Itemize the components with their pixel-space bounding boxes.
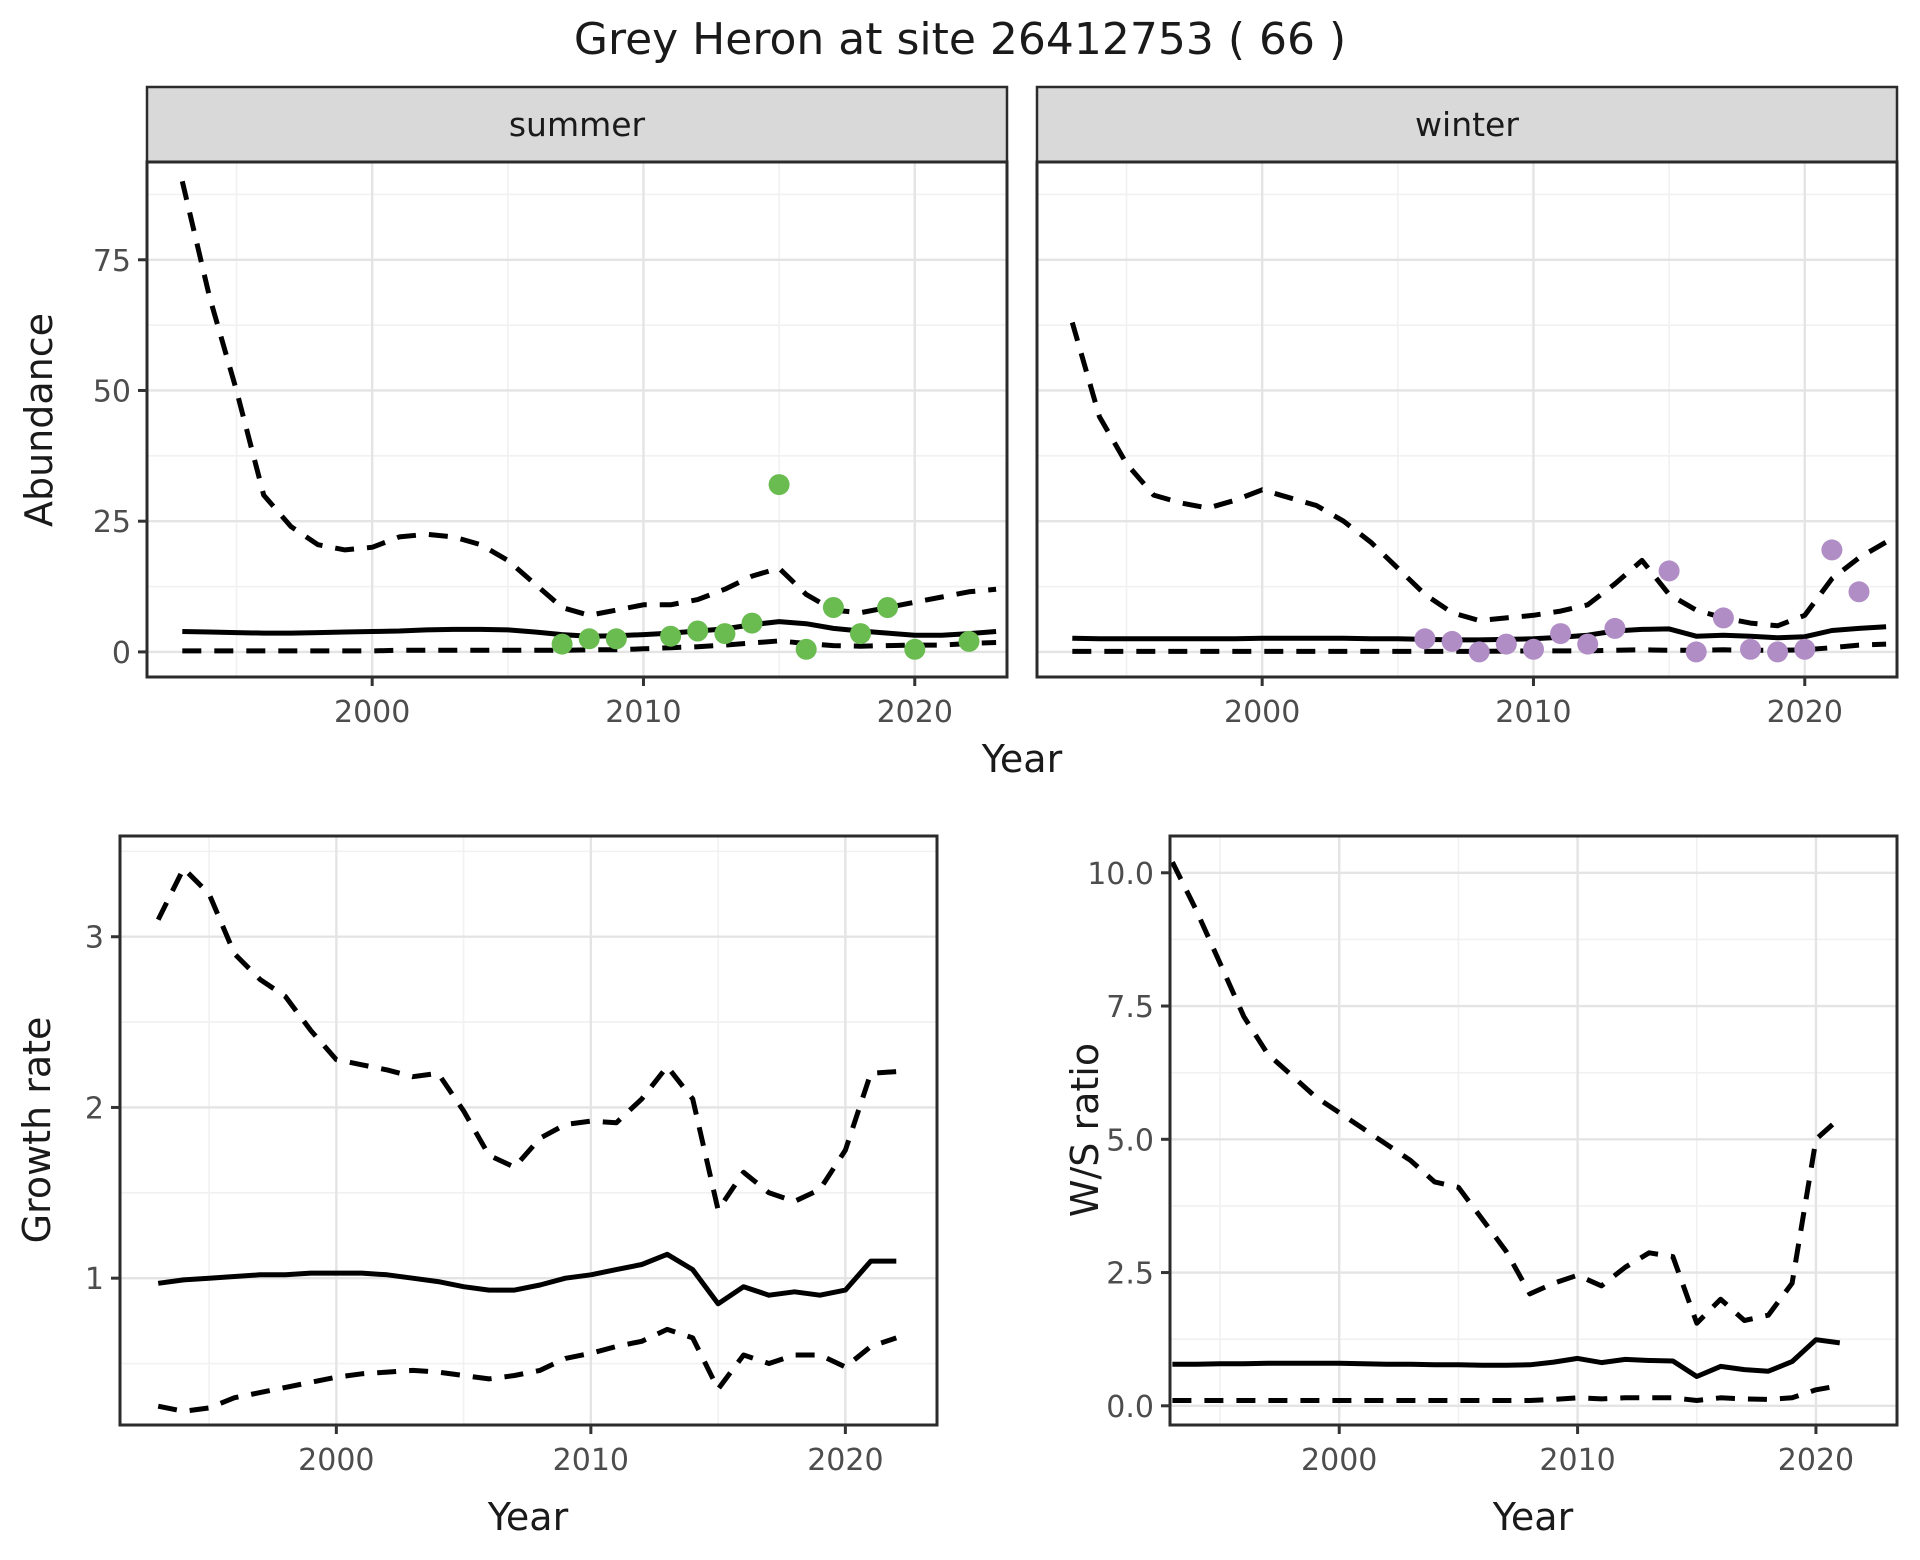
y-tick-label: 3 (85, 921, 104, 956)
x-tick-label: 2000 (1224, 695, 1300, 730)
data-point (822, 597, 844, 618)
data-point (687, 620, 709, 642)
series-median (1072, 624, 1887, 643)
data-point (714, 623, 736, 645)
data-point (1414, 628, 1436, 650)
data-point (1468, 641, 1490, 663)
data-point (850, 623, 871, 645)
data-point (1577, 633, 1599, 655)
panel-abundance-summer: 2000 2010 2020 0 25 50 75 (93, 160, 1009, 730)
y-tick-label: 2 (85, 1091, 104, 1126)
y-tick-label: 25 (93, 505, 131, 540)
data-point (605, 628, 627, 650)
series-median (1172, 1337, 1841, 1379)
facet-strip-summer-label: summer (509, 105, 646, 144)
panel-background (1170, 836, 1897, 1425)
data-point (741, 612, 763, 634)
data-point (1794, 638, 1816, 660)
data-point (768, 474, 790, 496)
x-tick-label: 2010 (1539, 1443, 1615, 1478)
facet-strip-summer: summer (145, 85, 1009, 164)
panel-border (118, 834, 939, 1427)
data-point (1848, 581, 1870, 603)
series-upper-95-ci (179, 180, 997, 618)
x-tick-label: 2000 (298, 1443, 374, 1478)
x-tick-label: 2000 (1301, 1443, 1377, 1478)
y-tick-label: 0 (112, 636, 131, 671)
panel-border (1035, 160, 1899, 679)
panel-growth-rate: 2000 2010 2020 1 2 3 (85, 834, 939, 1478)
y-tick-label: 7.5 (1106, 990, 1154, 1025)
data-point (1740, 638, 1761, 660)
data-point (1658, 560, 1680, 582)
series-upper-95-ci (155, 865, 897, 1213)
data-point (904, 638, 926, 660)
x-tick-label: 2020 (877, 695, 953, 730)
y-tick-label: 75 (93, 244, 131, 279)
data-point (578, 628, 600, 650)
data-point (660, 625, 682, 647)
page-title: Grey Heron at site 26412753 ( 66 ) (574, 14, 1346, 65)
panel-border (1168, 834, 1899, 1427)
y-tick-label: 0.0 (1106, 1390, 1154, 1425)
axis-label-year-growth: Year (487, 1495, 569, 1539)
series-lower-95-ci (157, 1326, 898, 1414)
series-upper-95-ci (1069, 321, 1888, 629)
y-tick-label: 1 (85, 1262, 104, 1297)
panel-border (145, 160, 1009, 679)
panel-background (120, 836, 937, 1425)
series-lower-95-ci (1172, 1383, 1841, 1403)
series-upper-95-ci (1170, 860, 1842, 1326)
data-point (1441, 630, 1463, 652)
x-tick-label: 2020 (1767, 695, 1843, 730)
x-tick-label: 2010 (553, 1443, 629, 1478)
panel-abundance-winter: 2000 2010 2020 (1035, 160, 1899, 730)
facet-strip-summer-bg (145, 85, 1009, 164)
y-tick-label: 2.5 (1106, 1257, 1154, 1292)
data-point (1821, 539, 1843, 561)
data-point (1550, 623, 1572, 645)
data-point (1495, 633, 1517, 655)
data-point (1523, 638, 1544, 660)
y-tick-label: 5.0 (1106, 1123, 1154, 1158)
x-tick-label: 2020 (1778, 1443, 1854, 1478)
data-point (877, 597, 899, 618)
data-point (958, 630, 980, 652)
panel-background (147, 162, 1007, 677)
facet-strip-winter-label: winter (1415, 105, 1519, 144)
data-point (1767, 641, 1789, 663)
axis-label-ws-ratio: W/S ratio (1063, 1043, 1107, 1217)
data-point (551, 633, 573, 655)
x-tick-label: 2010 (1495, 695, 1571, 730)
facet-strip-winter-bg (1035, 85, 1899, 164)
axis-label-abundance: Abundance (17, 313, 61, 527)
panel-background (1037, 162, 1897, 677)
series-lower-95-ci (182, 638, 997, 654)
facet-strip-winter: winter (1035, 85, 1899, 164)
axis-label-growth-rate: Growth rate (15, 1017, 59, 1244)
data-point (1685, 641, 1707, 663)
data-point (1712, 607, 1734, 629)
axis-label-year-ws: Year (1492, 1495, 1574, 1539)
y-tick-label: 50 (93, 374, 131, 409)
y-tick-label: 10.0 (1087, 857, 1154, 892)
axis-label-year-top: Year (981, 737, 1063, 781)
panel-ws-ratio: 2000 2010 2020 0.0 2.5 5.0 7.5 10.0 (1087, 834, 1899, 1478)
x-tick-label: 2010 (605, 695, 681, 730)
data-point (1604, 617, 1626, 639)
data-point (795, 638, 817, 660)
x-tick-label: 2000 (334, 695, 410, 730)
series-median (157, 1251, 897, 1307)
x-tick-label: 2020 (807, 1443, 883, 1478)
